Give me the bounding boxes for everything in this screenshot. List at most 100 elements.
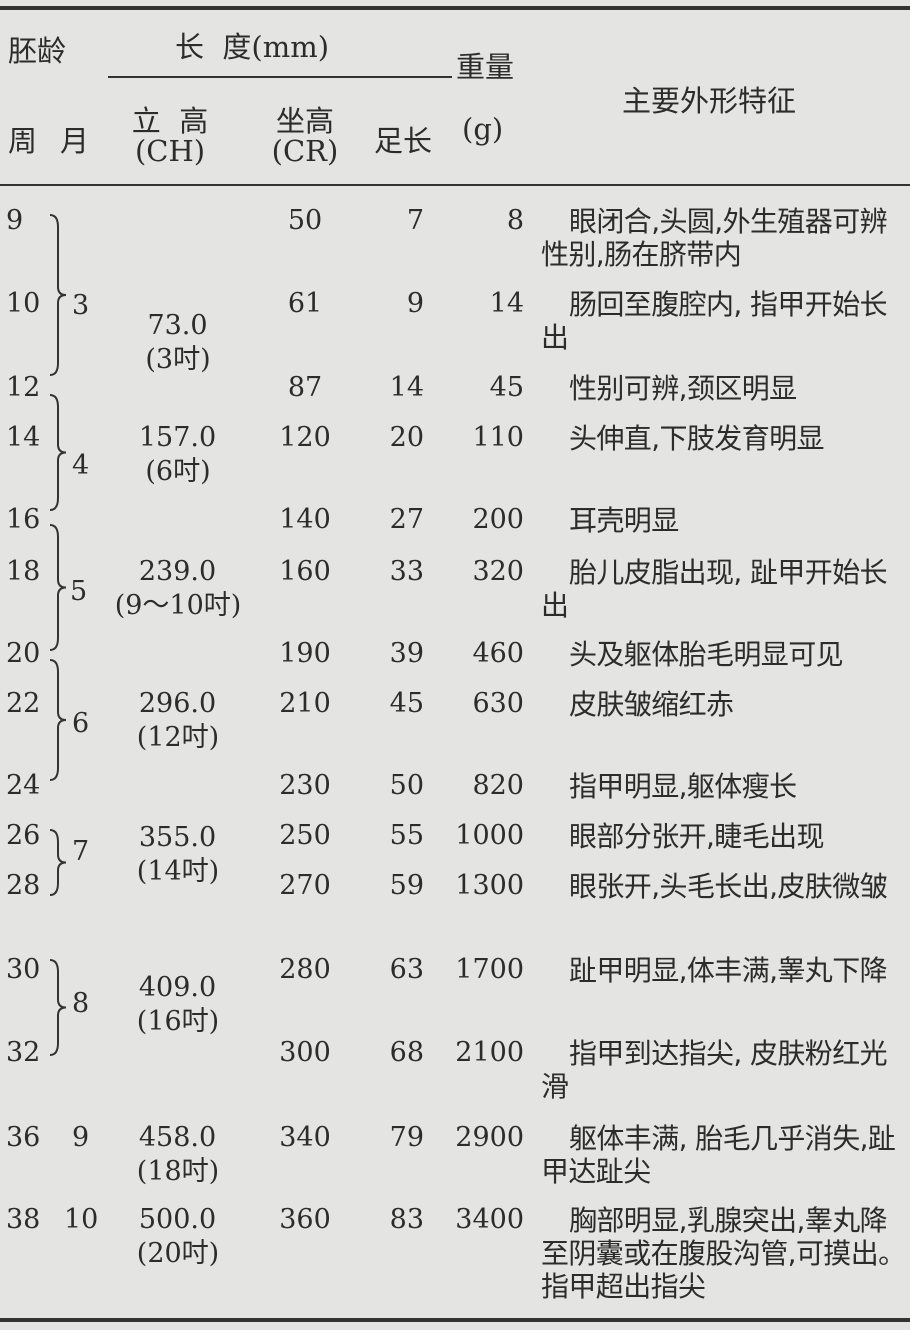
month-cell: 6 <box>72 708 90 739</box>
cr-cell: 50 <box>287 205 323 236</box>
header-cr: 坐高 <box>275 104 334 138</box>
month-cell: 8 <box>72 988 90 1019</box>
ch-cell: 355.0 <box>138 822 217 853</box>
weight-cell: 630 <box>472 688 524 719</box>
ch-inch-cell: (3吋) <box>145 344 211 375</box>
ch-cell: 409.0 <box>138 972 217 1003</box>
brace-mark <box>49 394 67 511</box>
cr-cell: 270 <box>279 870 331 901</box>
week-cell: 26 <box>6 820 41 851</box>
weight-cell: 1700 <box>455 954 524 985</box>
week-cell: 28 <box>6 870 41 901</box>
week-cell: 30 <box>6 954 41 985</box>
cr-cell: 360 <box>279 1204 331 1235</box>
foot-cell: 14 <box>389 372 424 403</box>
header-foot: 足长 <box>374 124 433 158</box>
foot-cell: 59 <box>389 870 424 901</box>
feature-cell: 肠回至腹腔内, 指甲开始长出 <box>541 288 888 354</box>
month-cell: 3 <box>72 290 90 321</box>
ch-cell: 157.0 <box>138 422 217 453</box>
feature-cell: 性别可辨,颈区明显 <box>569 372 797 405</box>
feature-cell: 耳壳明显 <box>569 504 679 537</box>
ch-inch-cell: (14吋) <box>136 856 220 887</box>
foot-cell: 20 <box>389 422 424 453</box>
weight-cell: 110 <box>472 422 524 453</box>
week-cell: 32 <box>6 1037 41 1068</box>
feature-cell: 指甲到达指尖, 皮肤粉红光滑 <box>541 1037 888 1103</box>
ch-cell: 239.0 <box>138 556 217 587</box>
header-features: 主要外形特征 <box>622 84 797 118</box>
feature-cell: 皮肤皱缩红赤 <box>569 688 734 721</box>
ch-inch-cell: (18吋) <box>136 1156 220 1187</box>
foot-cell: 9 <box>406 288 424 319</box>
feature-cell: 胸部明显,乳腺突出,睾丸降至阴囊或在腹股沟管,可摸出。指甲超出指尖 <box>541 1204 906 1303</box>
ch-inch-cell: (6吋) <box>145 456 211 487</box>
cr-cell: 190 <box>279 638 331 669</box>
foot-cell: 45 <box>389 688 424 719</box>
cr-cell: 250 <box>279 820 331 851</box>
length-underline <box>108 76 452 78</box>
week-cell: 18 <box>6 556 41 587</box>
header-ch-abbr: (CH) <box>134 134 206 168</box>
week-cell: 9 <box>6 205 24 236</box>
feature-cell: 眼张开,头毛长出,皮肤微皱 <box>569 870 888 903</box>
cr-cell: 210 <box>279 688 331 719</box>
weight-cell: 3400 <box>455 1204 524 1235</box>
weight-cell: 2100 <box>455 1037 524 1068</box>
brace-mark <box>49 214 67 376</box>
feature-cell: 眼闭合,头圆,外生殖器可辨性别,肠在脐带内 <box>541 205 888 271</box>
week-cell: 12 <box>6 372 41 403</box>
feature-cell: 头伸直,下肢发育明显 <box>569 422 825 455</box>
header-week: 周 <box>8 124 38 158</box>
bottom-rule <box>0 1318 910 1322</box>
cr-cell: 340 <box>279 1122 331 1153</box>
weight-cell: 320 <box>472 556 524 587</box>
cr-cell: 230 <box>279 770 331 801</box>
ch-inch-cell: (12吋) <box>136 722 220 753</box>
month-cell: 5 <box>70 576 88 607</box>
weight-cell: 14 <box>489 288 524 319</box>
week-cell: 14 <box>6 422 41 453</box>
brace-mark <box>49 524 67 651</box>
weight-cell: 1000 <box>455 820 524 851</box>
weight-cell: 1300 <box>455 870 524 901</box>
ch-inch-cell: (9～10吋) <box>114 590 242 621</box>
brace-mark <box>49 829 67 896</box>
header-cr-abbr: (CR) <box>271 134 339 168</box>
feature-cell: 趾甲明显,体丰满,睾丸下降 <box>569 954 888 987</box>
weight-cell: 8 <box>506 205 524 236</box>
week-cell: 36 <box>6 1122 41 1153</box>
header-month: 月 <box>60 124 90 158</box>
foot-cell: 33 <box>389 556 424 587</box>
header-weight: 重量 <box>456 50 515 84</box>
cr-cell: 160 <box>279 556 331 587</box>
brace-mark <box>49 659 67 781</box>
weight-cell: 2900 <box>455 1122 524 1153</box>
header-rule <box>0 184 910 186</box>
month-cell: 9 <box>72 1122 90 1153</box>
feature-cell: 胎儿皮脂出现, 趾甲开始长出 <box>541 556 888 622</box>
foot-cell: 39 <box>389 638 424 669</box>
ch-inch-cell: (20吋) <box>136 1238 220 1269</box>
feature-cell: 躯体丰满, 胎毛几乎消失,趾甲达趾尖 <box>541 1122 896 1188</box>
cr-cell: 61 <box>287 288 323 319</box>
ch-inch-cell: (16吋) <box>136 1006 220 1037</box>
foot-cell: 50 <box>389 770 424 801</box>
weight-cell: 460 <box>472 638 524 669</box>
weight-cell: 45 <box>489 372 524 403</box>
cr-cell: 120 <box>279 422 331 453</box>
week-cell: 16 <box>6 504 41 535</box>
foot-cell: 79 <box>389 1122 424 1153</box>
week-cell: 22 <box>6 688 41 719</box>
foot-cell: 7 <box>406 205 424 236</box>
foot-cell: 27 <box>389 504 424 535</box>
feature-cell: 指甲明显,躯体瘦长 <box>569 770 797 803</box>
month-cell: 10 <box>64 1204 99 1235</box>
week-cell: 10 <box>6 288 41 319</box>
cr-cell: 300 <box>279 1037 331 1068</box>
foot-cell: 55 <box>389 820 424 851</box>
brace-mark <box>49 959 67 1056</box>
header-ch: 立 高 <box>131 104 209 138</box>
header-age: 胚龄 <box>8 34 67 68</box>
